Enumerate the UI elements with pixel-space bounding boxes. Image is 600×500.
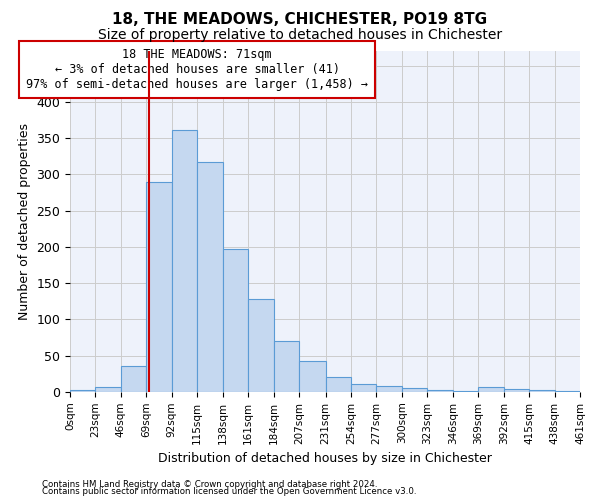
Bar [326,378,351,392]
Bar [121,366,146,392]
Bar [351,384,376,392]
Bar [453,391,478,392]
Bar [402,388,427,392]
Text: 18, THE MEADOWS, CHICHESTER, PO19 8TG: 18, THE MEADOWS, CHICHESTER, PO19 8TG [112,12,488,28]
Bar [95,388,121,392]
X-axis label: Distribution of detached houses by size in Chichester: Distribution of detached houses by size … [158,452,492,465]
Text: Size of property relative to detached houses in Chichester: Size of property relative to detached ho… [98,28,502,42]
Bar [376,386,402,392]
Bar [427,390,453,392]
Text: Contains HM Land Registry data © Crown copyright and database right 2024.: Contains HM Land Registry data © Crown c… [42,480,377,489]
Bar [554,391,580,392]
Bar [274,341,299,392]
Bar [299,362,326,392]
Bar [146,182,172,392]
Text: Contains public sector information licensed under the Open Government Licence v3: Contains public sector information licen… [42,488,416,496]
Bar [503,389,529,392]
Text: 18 THE MEADOWS: 71sqm
← 3% of detached houses are smaller (41)
97% of semi-detac: 18 THE MEADOWS: 71sqm ← 3% of detached h… [26,48,368,90]
Bar [248,299,274,392]
Bar [172,130,197,392]
Bar [223,249,248,392]
Bar [197,162,223,392]
Bar [70,390,95,392]
Bar [478,388,503,392]
Y-axis label: Number of detached properties: Number of detached properties [18,123,31,320]
Bar [529,390,554,392]
